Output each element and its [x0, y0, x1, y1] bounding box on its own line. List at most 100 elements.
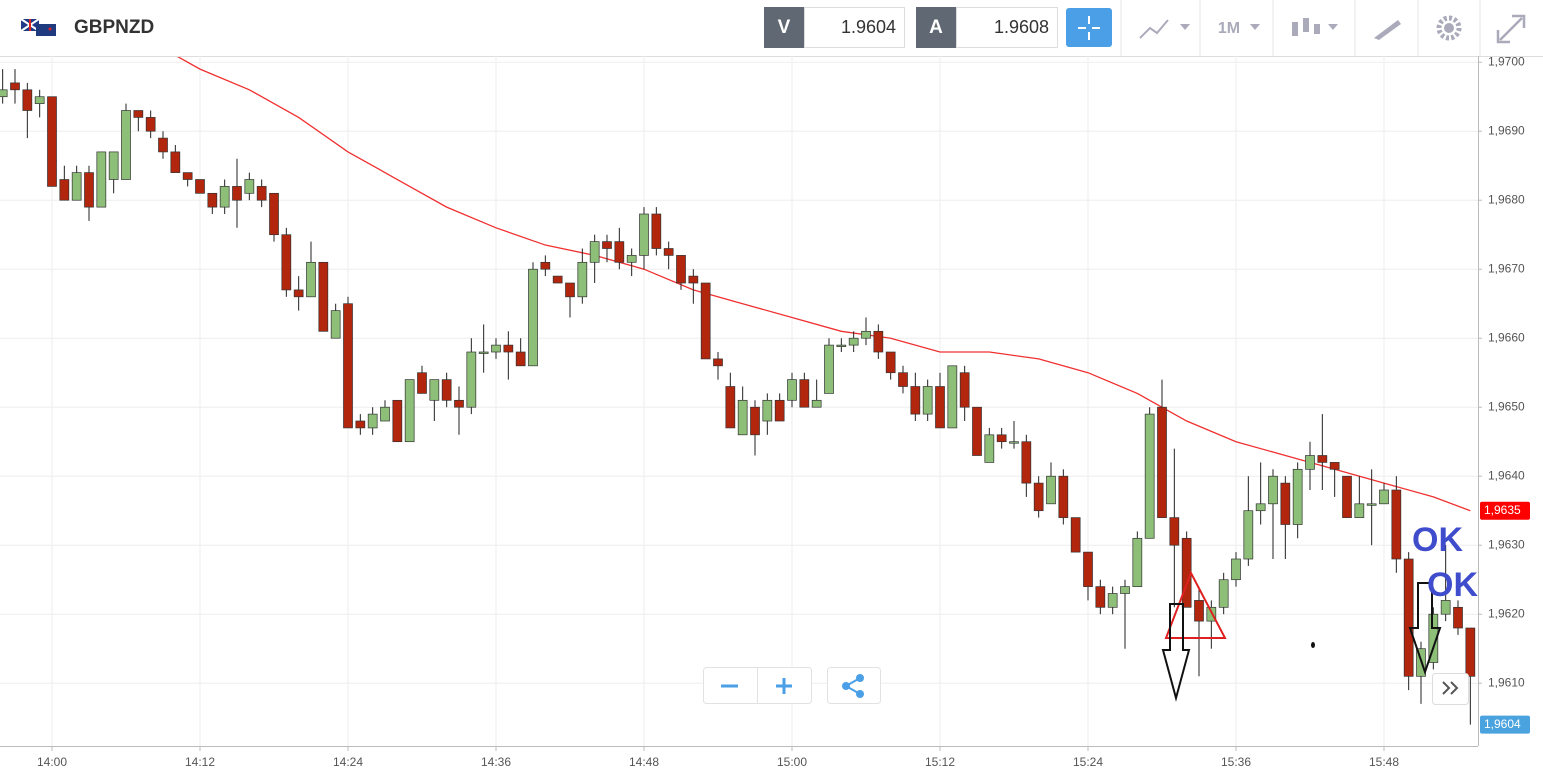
candle-body	[824, 344, 834, 394]
price-label: 1,9635	[1484, 503, 1521, 517]
ask-price: 1.9608	[994, 17, 1049, 37]
candle	[429, 379, 440, 422]
candle	[602, 234, 612, 263]
candle-body	[1181, 537, 1192, 608]
share-button[interactable]	[827, 667, 881, 704]
candle	[1268, 469, 1278, 560]
candle-body	[466, 351, 477, 408]
y-tick-label: 1,9700	[1488, 56, 1525, 68]
zoom-in-button[interactable]	[776, 678, 792, 694]
candle-body	[392, 399, 403, 443]
y-tick-label: 1,9690	[1488, 123, 1525, 137]
timeframe-button[interactable]: 1M	[1218, 20, 1240, 37]
candle	[318, 261, 329, 332]
candle-body	[1095, 586, 1106, 608]
candle-body	[774, 399, 785, 422]
candle	[713, 352, 723, 380]
x-tick-label: 14:36	[481, 755, 511, 769]
candle	[577, 248, 588, 304]
candle	[774, 393, 785, 422]
x-tick-label: 14:00	[37, 755, 67, 769]
candle-body	[1009, 441, 1019, 444]
candle	[947, 365, 958, 429]
candle-body	[626, 255, 637, 263]
candle-body	[836, 344, 847, 347]
candle	[244, 172, 255, 201]
candle	[108, 151, 119, 194]
candle-body	[207, 192, 218, 208]
candle	[1465, 627, 1476, 725]
x-tick-label: 15:36	[1221, 755, 1251, 769]
candle-body	[404, 379, 415, 443]
candle	[1033, 476, 1044, 518]
candle-body	[1366, 503, 1377, 506]
ask-box[interactable]	[916, 7, 956, 48]
ok-annotation: OK	[1427, 566, 1478, 604]
candle	[404, 379, 415, 443]
candle	[417, 365, 427, 394]
expand-button[interactable]	[1496, 14, 1526, 44]
settings-button[interactable]	[1436, 15, 1462, 41]
candle-body	[1305, 455, 1315, 470]
candle-body	[787, 379, 797, 401]
candle-body	[1391, 489, 1402, 560]
candle	[1317, 414, 1328, 491]
candle	[898, 365, 908, 394]
candle	[959, 365, 970, 422]
candle-body	[1132, 537, 1143, 587]
candle-body	[984, 434, 995, 463]
candle-body	[1342, 475, 1352, 518]
candle	[195, 179, 205, 194]
crosshair-button[interactable]	[1066, 8, 1112, 47]
candle-body	[1280, 482, 1291, 525]
candle	[873, 324, 884, 359]
candle-body	[602, 241, 612, 249]
ask-label: A	[929, 17, 943, 38]
candle-body	[355, 420, 366, 429]
candle-body	[1465, 627, 1476, 677]
candle-body	[318, 261, 329, 332]
candle	[1428, 607, 1439, 670]
candle	[293, 276, 304, 311]
candle-body	[639, 213, 649, 256]
candle	[811, 379, 822, 408]
scroll-right-button[interactable]	[1432, 673, 1469, 705]
candle-body	[1083, 551, 1093, 587]
candle	[145, 110, 156, 139]
candle	[528, 262, 538, 367]
y-tick-label: 1,9620	[1488, 606, 1525, 620]
candle-body	[380, 406, 390, 422]
chart: 1,9610 1,9620 1,9630 1,9640 1,9650 1,9660 1,96…	[0, 56, 1530, 769]
candle-body	[478, 351, 489, 354]
candle	[799, 372, 810, 408]
candle-body	[873, 330, 884, 353]
candle	[281, 227, 292, 297]
candle	[232, 158, 242, 228]
arrow-annotation	[1408, 582, 1442, 676]
candle-body	[972, 406, 982, 456]
candle-body	[417, 372, 427, 394]
candle	[922, 379, 933, 422]
candle-body	[1218, 579, 1229, 608]
candle	[1243, 476, 1254, 566]
candle-body	[10, 82, 20, 91]
candle-body	[1428, 613, 1439, 663]
bid-box[interactable]	[764, 7, 804, 48]
chart-type-button[interactable]	[1139, 19, 1190, 39]
candle	[1231, 552, 1241, 587]
candle-body	[441, 379, 452, 401]
y-tick-label: 1,9610	[1488, 675, 1525, 689]
candle-body	[306, 261, 316, 298]
y-tick-label: 1,9670	[1488, 261, 1525, 275]
y-tick-label: 1,9660	[1488, 330, 1525, 344]
dot-annotation	[1311, 642, 1315, 648]
candle	[565, 282, 575, 318]
candle	[491, 338, 501, 359]
candle-type-button[interactable]	[1292, 18, 1338, 36]
candle-body	[256, 186, 267, 201]
moving-average	[177, 57, 1471, 512]
candle-body	[503, 344, 514, 353]
draw-button[interactable]	[1374, 20, 1401, 40]
candle	[158, 131, 168, 159]
candle	[121, 103, 131, 180]
